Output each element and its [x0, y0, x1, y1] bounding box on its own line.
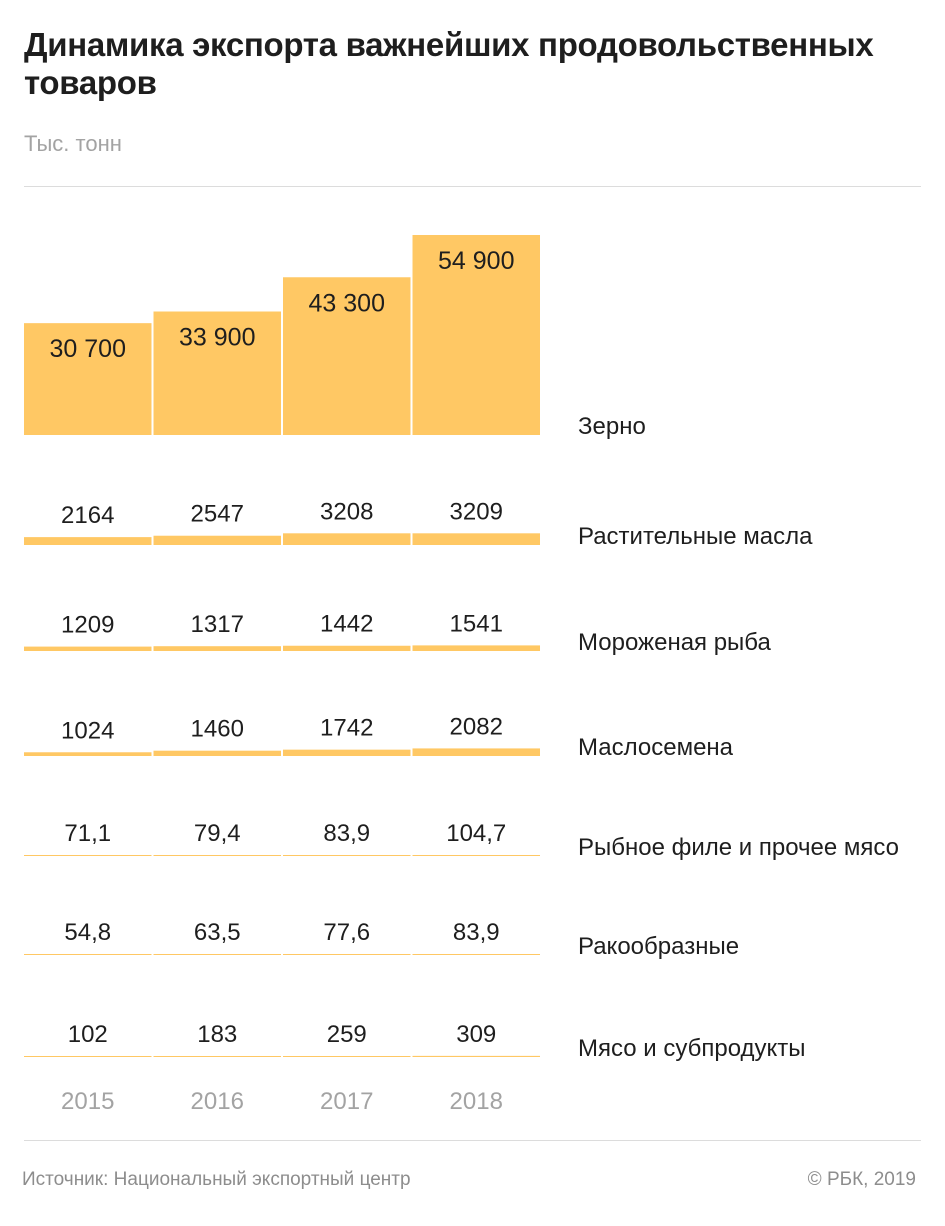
series-7-value-label: 183	[197, 1021, 237, 1048]
series-4-bar-2016	[153, 750, 281, 756]
series-1-value-label: 33 900	[179, 324, 255, 352]
series-6-bar-2017	[283, 954, 411, 955]
series-2-bar-2015	[24, 537, 152, 545]
series-5-bar-2018	[412, 855, 540, 856]
series-3-bar-2017	[283, 645, 411, 651]
series-5-value-label: 83,9	[323, 820, 370, 847]
series-3-value-label: 1317	[191, 611, 244, 638]
series-1-value-label: 54 900	[438, 247, 514, 275]
row-label-7: Мясо и субпродукты	[578, 1035, 806, 1062]
series-3-value-label: 1209	[61, 612, 114, 639]
series-1-bar-2018	[412, 235, 540, 435]
row-label-6: Ракообразные	[578, 933, 739, 960]
series-2-value-label: 3208	[320, 498, 373, 525]
series-7-value-label: 309	[456, 1021, 496, 1048]
series-4-value-label: 1024	[61, 717, 114, 744]
series-6-bar-2015	[24, 954, 152, 955]
source-note: Источник: Национальный экспортный центр	[22, 1169, 411, 1190]
series-5-value-label: 71,1	[64, 820, 111, 847]
series-7-value-label: 259	[327, 1021, 367, 1048]
series-7-bar-2016	[153, 1056, 281, 1057]
series-4-value-label: 1460	[191, 716, 244, 743]
series-7-bar-2018	[412, 1055, 540, 1057]
series-1-value-label: 43 300	[309, 289, 385, 317]
series-1-bar-2015	[24, 323, 152, 435]
series-3-bar-2016	[153, 646, 281, 651]
series-2-bar-2018	[412, 533, 540, 545]
series-5-value-label: 104,7	[446, 820, 506, 847]
series-1-value-label: 30 700	[50, 335, 126, 363]
series-5-bar-2016	[153, 855, 281, 856]
series-6-value-label: 54,8	[64, 919, 111, 946]
series-4-value-label: 1742	[320, 715, 373, 742]
series-2-value-label: 3209	[450, 498, 503, 525]
series-1-bar-2017	[283, 277, 411, 435]
series-4-value-label: 2082	[450, 713, 503, 740]
row-label-2: Растительные масла	[578, 523, 813, 550]
chart-title: Динамика экспорта важнейших продовольств…	[24, 26, 874, 101]
series-3-value-label: 1541	[450, 610, 503, 637]
chart-subtitle: Тыс. тонн	[24, 131, 122, 156]
series-3-value-label: 1442	[320, 611, 373, 638]
series-7-value-label: 102	[68, 1021, 108, 1048]
row-label-1: Зерно	[578, 413, 646, 440]
year-tick-label: 2018	[450, 1088, 503, 1115]
bottom-divider	[24, 1140, 921, 1141]
series-3-bar-2015	[24, 646, 152, 651]
series-4-bar-2017	[283, 749, 411, 756]
row-label-3: Мороженая рыба	[578, 629, 771, 656]
series-2-value-label: 2547	[191, 501, 244, 528]
series-6-value-label: 83,9	[453, 919, 500, 946]
series-3-bar-2018	[412, 645, 540, 651]
series-7-bar-2015	[24, 1056, 152, 1057]
year-tick-label: 2017	[320, 1088, 373, 1115]
series-6-bar-2016	[153, 954, 281, 955]
series-2-bar-2017	[283, 533, 411, 545]
series-6-bar-2018	[412, 954, 540, 955]
series-4-bar-2015	[24, 752, 152, 756]
row-label-4: Маслосемена	[578, 734, 734, 761]
series-2-bar-2016	[153, 535, 281, 545]
series-7-bar-2017	[283, 1056, 411, 1057]
top-divider	[24, 186, 921, 187]
series-5-bar-2017	[283, 855, 411, 856]
series-6-value-label: 63,5	[194, 919, 241, 946]
row-label-5: Рыбное филе и прочее мясо	[578, 834, 899, 861]
series-6-value-label: 77,6	[323, 919, 370, 946]
series-2-value-label: 2164	[61, 502, 114, 529]
series-4-bar-2018	[412, 748, 540, 756]
series-5-value-label: 79,4	[194, 820, 241, 847]
copyright: © РБК, 2019	[807, 1169, 916, 1190]
year-tick-label: 2015	[61, 1088, 114, 1115]
series-5-bar-2015	[24, 855, 152, 856]
series-1-bar-2016	[153, 311, 281, 435]
year-tick-label: 2016	[191, 1088, 244, 1115]
